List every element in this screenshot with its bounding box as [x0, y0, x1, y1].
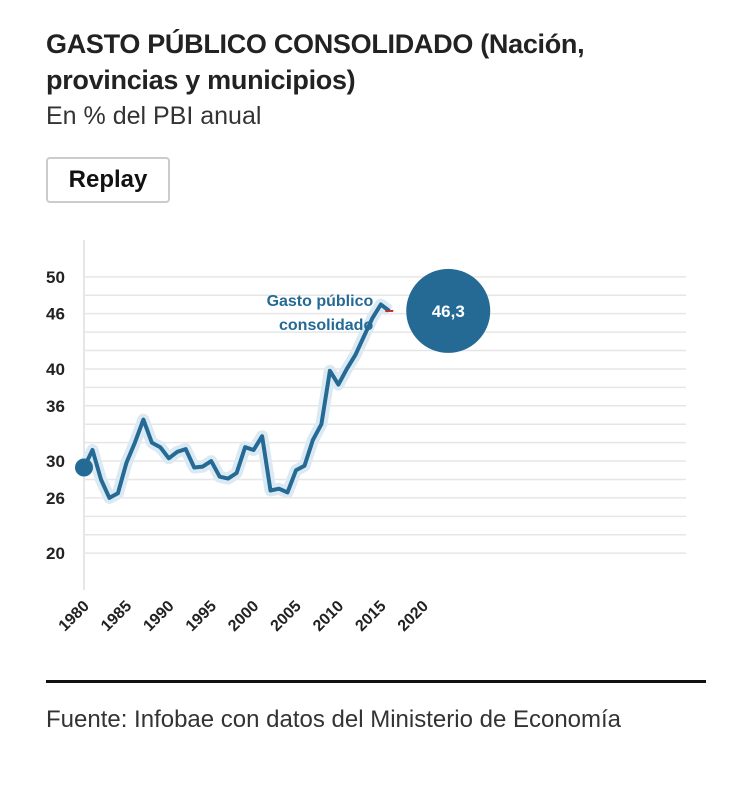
x-tick-label: 2005	[268, 598, 305, 635]
value-label: 46,3	[432, 302, 465, 321]
y-tick-label: 30	[46, 452, 65, 471]
x-tick-label: 2000	[225, 598, 262, 635]
x-tick-label: 1980	[56, 598, 93, 635]
divider	[46, 680, 706, 683]
title: GASTO PÚBLICO CONSOLIDADO (Nación, provi…	[46, 29, 585, 95]
series-label: Gasto público consolidado	[267, 293, 374, 334]
line	[82, 302, 391, 500]
x-tick-label: 2015	[352, 598, 389, 635]
x-tick-label: 1990	[140, 598, 177, 635]
x-tick-label: 1985	[98, 598, 135, 635]
x-tick-label: 2020	[395, 598, 432, 635]
y-tick-label: 46	[46, 305, 65, 324]
x-tick-label: 2010	[310, 598, 347, 635]
y-tick-label: 20	[46, 544, 65, 563]
subtitle: En % del PBI anual	[46, 102, 262, 130]
source: Fuente: Infobae con datos del Ministerio…	[46, 706, 622, 733]
y-tick-label: 50	[46, 268, 65, 287]
replay-button[interactable]: Replay	[46, 157, 170, 203]
end-bubble	[406, 268, 491, 353]
y-tick-label: 36	[46, 397, 65, 416]
x-tick-label: 1995	[183, 598, 220, 635]
y-tick-label: 26	[46, 489, 65, 508]
y-tick-label: 40	[46, 360, 65, 379]
start-dot	[75, 458, 93, 477]
